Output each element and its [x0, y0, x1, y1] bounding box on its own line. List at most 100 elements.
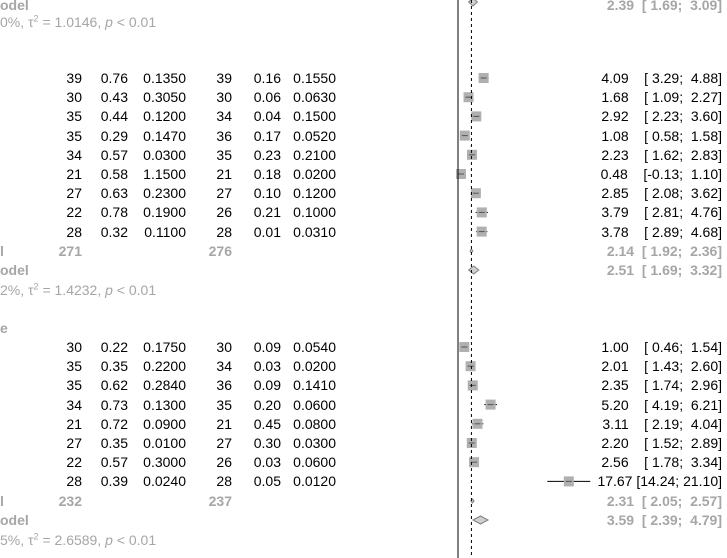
fixed-summary-ci: 2.14 [ 1.92; 2.36]: [606, 243, 722, 259]
n-control: 39: [216, 70, 232, 86]
mean-treatment: 0.58: [100, 166, 128, 182]
effect-ci: 1.68 [ 1.09; 2.27]: [601, 89, 722, 106]
n-treatment: 27: [66, 435, 82, 451]
heterogeneity-text: 2%, τ2 = 1.4232, p < 0.01: [0, 281, 157, 298]
n-control: 30: [216, 339, 232, 355]
sd-control: 0.1410: [293, 377, 336, 394]
n-control: 34: [216, 358, 232, 375]
sd-control: 0.0600: [293, 396, 336, 413]
effect-ci: 0.48 [-0.13; 1.10]: [600, 166, 722, 182]
total-n-control: 237: [208, 493, 232, 509]
mean-treatment: 0.35: [100, 435, 128, 451]
n-treatment: 30: [66, 339, 82, 355]
heterogeneity-text: 5%, τ2 = 2.6589, p < 0.01: [0, 531, 157, 548]
sd-control: 0.1000: [293, 204, 336, 221]
mean-control: 0.17: [253, 127, 281, 144]
random-summary-ci: 2.51 [ 1.69; 3.32]: [606, 262, 722, 278]
random-summary-diamond: [467, 0, 479, 7]
n-control: 34: [216, 108, 232, 125]
n-treatment: 39: [66, 70, 82, 86]
n-control: 21: [216, 166, 232, 182]
sd-control: 0.0200: [293, 358, 336, 375]
sd-control: 0.0120: [293, 473, 336, 490]
mean-control: 0.03: [253, 358, 281, 375]
sd-treatment: 0.0900: [143, 415, 186, 432]
mean-control: 0.45: [253, 415, 281, 432]
effect-ci: 1.08 [ 0.58; 1.58]: [601, 127, 722, 144]
fixed-summary-diamond: [470, 498, 475, 504]
total-n-control: 276: [208, 243, 232, 259]
n-treatment: 34: [66, 146, 82, 163]
mean-control: 0.05: [253, 473, 281, 490]
n-treatment: 35: [66, 377, 82, 394]
total-n-treatment: 232: [58, 493, 82, 509]
sd-control: 0.0200: [293, 166, 336, 182]
n-treatment: 35: [66, 127, 82, 144]
n-treatment: 21: [66, 415, 82, 432]
n-control: 27: [216, 185, 232, 202]
fixed-model-label: l: [0, 493, 4, 509]
mean-control: 0.18: [253, 166, 281, 182]
effect-ci: 4.09 [ 3.29; 4.88]: [601, 70, 722, 86]
n-control: 35: [216, 146, 232, 163]
random-model-label: odel: [0, 512, 29, 528]
mean-control: 0.09: [253, 339, 281, 355]
effect-ci: 3.11 [ 2.19; 4.04]: [602, 415, 722, 432]
fixed-model-label: l: [0, 243, 4, 259]
sd-treatment: 0.1100: [144, 223, 186, 240]
n-control: 26: [216, 454, 232, 471]
mean-treatment: 0.44: [100, 108, 128, 125]
sd-treatment: 0.2840: [143, 377, 186, 394]
n-control: 35: [216, 396, 232, 413]
mean-treatment: 0.57: [100, 454, 128, 471]
sd-control: 0.0600: [293, 454, 336, 471]
effect-ci: 17.67 [14.24; 21.10]: [597, 473, 722, 490]
random-summary-diamond: [467, 265, 480, 275]
sd-treatment: 0.1300: [143, 396, 186, 413]
mean-control: 0.23: [253, 146, 281, 163]
n-control: 27: [216, 435, 232, 451]
sd-treatment: 0.3000: [143, 454, 186, 471]
fixed-summary-ci: 2.31 [ 2.05; 2.57]: [606, 493, 722, 509]
sd-control: 0.0800: [293, 415, 336, 432]
n-treatment: 28: [66, 223, 82, 240]
effect-ci: 5.20 [ 4.19; 6.21]: [601, 396, 722, 413]
mean-treatment: 0.32: [100, 223, 128, 240]
sd-control: 0.1550: [293, 70, 336, 86]
sd-treatment: 0.1470: [143, 127, 186, 144]
subgroup-header: e: [0, 320, 8, 336]
effect-ci: 2.35 [ 1.74; 2.96]: [601, 377, 722, 394]
mean-control: 0.06: [253, 89, 281, 106]
mean-control: 0.04: [253, 108, 281, 125]
mean-control: 0.01: [253, 223, 281, 240]
mean-control: 0.10: [253, 185, 281, 202]
n-treatment: 35: [66, 108, 82, 125]
effect-ci: 2.23 [ 1.62; 2.83]: [601, 146, 722, 163]
effect-ci: 3.79 [ 2.81; 4.76]: [601, 204, 722, 221]
n-control: 28: [216, 223, 232, 240]
mean-control: 0.09: [253, 377, 281, 394]
sd-treatment: 0.0240: [143, 473, 186, 490]
sd-control: 0.1500: [293, 108, 336, 125]
sd-treatment: 0.0100: [143, 435, 186, 451]
effect-ci: 2.01 [ 1.43; 2.60]: [601, 358, 722, 375]
sd-control: 0.0300: [293, 435, 336, 451]
mean-treatment: 0.73: [100, 396, 128, 413]
mean-treatment: 0.29: [100, 127, 128, 144]
sd-treatment: 0.3050: [143, 89, 186, 106]
mean-treatment: 0.57: [100, 146, 128, 163]
mean-treatment: 0.39: [100, 473, 128, 490]
sd-control: 0.0310: [293, 223, 336, 240]
mean-control: 0.21: [253, 204, 281, 221]
mean-treatment: 0.72: [100, 415, 128, 432]
n-treatment: 22: [66, 204, 82, 221]
sd-treatment: 0.1900: [143, 204, 186, 221]
mean-control: 0.30: [253, 435, 281, 451]
effect-ci: 2.56 [ 1.78; 3.34]: [601, 454, 722, 471]
random-summary-ci: 3.59 [ 2.39; 4.79]: [606, 512, 722, 528]
n-control: 26: [216, 204, 232, 221]
n-control: 36: [216, 127, 232, 144]
n-treatment: 34: [66, 396, 82, 413]
mean-treatment: 0.76: [100, 70, 128, 86]
